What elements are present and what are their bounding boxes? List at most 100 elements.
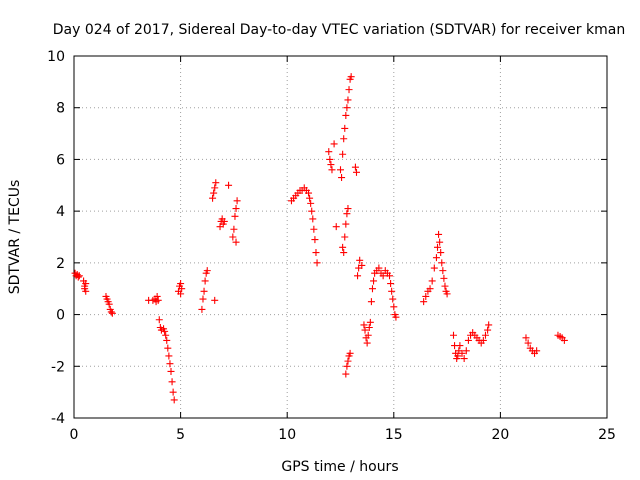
data-point	[456, 342, 464, 350]
data-point	[177, 290, 185, 298]
x-tick-label: 20	[491, 427, 509, 443]
data-point	[370, 277, 378, 285]
data-point	[339, 243, 347, 251]
y-tick-label: 2	[56, 256, 65, 272]
data-point	[387, 280, 395, 288]
data-point	[232, 238, 240, 246]
data-point	[209, 194, 217, 202]
data-point	[454, 352, 462, 360]
data-point	[200, 287, 208, 295]
data-point	[340, 249, 348, 257]
data-point	[154, 296, 162, 304]
data-point	[164, 344, 172, 352]
data-point	[439, 267, 447, 275]
data-point	[326, 155, 334, 163]
data-point	[105, 300, 113, 308]
data-point	[351, 163, 359, 171]
data-point	[231, 212, 239, 220]
data-point	[435, 230, 443, 238]
data-point	[379, 272, 387, 280]
data-point	[155, 316, 163, 324]
data-point	[327, 161, 335, 169]
data-point	[153, 292, 161, 300]
data-point	[389, 295, 397, 303]
data-point	[82, 287, 90, 295]
data-point	[330, 140, 338, 148]
data-point	[338, 174, 346, 182]
data-point	[168, 378, 176, 386]
data-point	[484, 326, 492, 334]
data-point	[458, 349, 466, 357]
data-point	[365, 324, 373, 331]
data-point	[364, 331, 372, 339]
data-point	[524, 339, 532, 347]
data-point	[332, 223, 340, 231]
data-point	[166, 360, 174, 368]
data-point	[347, 73, 355, 81]
data-point	[177, 280, 185, 288]
x-tick-label: 15	[385, 427, 403, 443]
data-point	[375, 264, 383, 272]
data-point	[170, 396, 178, 404]
data-point	[426, 285, 434, 293]
data-point	[481, 331, 489, 339]
data-point	[560, 336, 568, 344]
data-point	[229, 233, 237, 241]
data-point	[462, 347, 470, 355]
data-point	[342, 370, 350, 378]
data-point	[313, 259, 321, 267]
data-point	[449, 331, 457, 339]
data-point	[211, 296, 219, 304]
data-point	[311, 236, 319, 244]
data-point	[440, 274, 448, 282]
data-point	[443, 290, 451, 298]
data-point	[344, 205, 352, 213]
data-point	[310, 225, 318, 233]
data-point	[346, 349, 354, 357]
data-point	[225, 181, 233, 189]
data-point	[161, 327, 169, 335]
data-point	[211, 184, 219, 192]
data-point	[233, 197, 241, 205]
data-point	[437, 249, 445, 257]
data-point	[354, 272, 362, 280]
data-point	[325, 148, 333, 156]
data-point	[432, 254, 440, 262]
data-point	[328, 166, 336, 174]
chart-title: Day 024 of 2017, Sidereal Day-to-day VTE…	[53, 22, 625, 38]
data-point	[210, 189, 218, 197]
plot-frame	[73, 55, 608, 419]
data-point	[360, 321, 368, 329]
data-point	[82, 280, 90, 288]
data-point	[167, 367, 175, 375]
y-tick-label: 10	[47, 49, 65, 65]
data-point	[230, 225, 238, 233]
data-point	[75, 272, 83, 280]
y-tick-label: 8	[56, 101, 65, 117]
y-tick-label: 6	[56, 152, 65, 168]
data-point	[422, 292, 430, 300]
data-point	[368, 285, 376, 293]
data-point	[162, 331, 170, 339]
data-point	[305, 189, 313, 197]
data-point	[178, 285, 186, 293]
data-point	[343, 104, 351, 112]
data-point	[438, 259, 446, 267]
data-points	[71, 73, 568, 404]
data-point	[533, 347, 541, 355]
data-point	[367, 298, 375, 306]
y-tick-label: 0	[56, 308, 65, 324]
data-point	[386, 272, 394, 280]
data-point	[356, 256, 364, 264]
x-tick-label: 5	[176, 427, 185, 443]
x-tick-label: 25	[598, 427, 616, 443]
data-point	[340, 135, 348, 143]
data-point	[464, 336, 472, 344]
data-point	[479, 336, 487, 344]
y-tick-label: -4	[51, 411, 65, 427]
data-point	[352, 168, 360, 176]
y-tick-label: 4	[56, 204, 65, 220]
data-point	[392, 313, 400, 321]
data-point	[344, 96, 352, 104]
data-point	[420, 298, 428, 306]
